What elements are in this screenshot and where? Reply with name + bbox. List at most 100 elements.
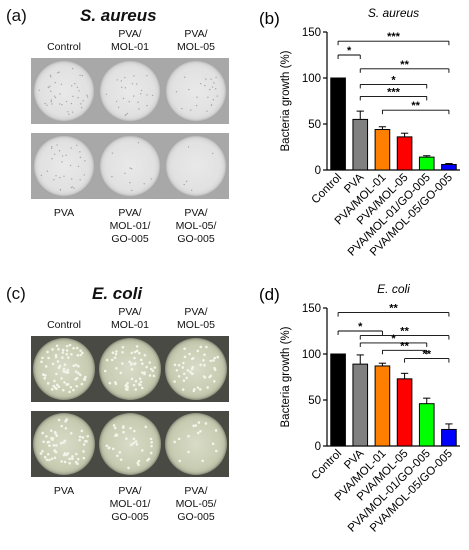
- colony: [80, 106, 83, 109]
- colony: [209, 88, 211, 91]
- colony: [213, 366, 216, 370]
- colony: [75, 376, 79, 380]
- colony: [49, 74, 52, 77]
- colony: [55, 372, 58, 376]
- colony: [103, 369, 107, 373]
- colony: [136, 83, 138, 85]
- colony: [149, 437, 153, 441]
- colony: [130, 351, 134, 355]
- colony: [149, 367, 153, 371]
- colony: [39, 452, 43, 455]
- colony: [115, 433, 118, 436]
- colony: [135, 345, 139, 348]
- colony: [148, 361, 152, 364]
- plate-image-mol05go: [163, 411, 229, 477]
- colony: [132, 437, 136, 441]
- colony: [210, 78, 212, 80]
- colony: [116, 454, 119, 458]
- colony: [139, 358, 143, 362]
- colony: [187, 450, 190, 454]
- colony: [78, 90, 80, 92]
- colony: [50, 457, 54, 461]
- colony: [53, 430, 57, 434]
- colony: [72, 364, 76, 368]
- colony: [53, 379, 56, 383]
- plate-label-mol05: PVA/ MOL-05: [177, 306, 215, 331]
- colony: [130, 362, 133, 365]
- colony: [214, 88, 217, 90]
- colony-dots: [173, 345, 220, 393]
- colony: [199, 345, 203, 349]
- colony: [203, 376, 207, 379]
- colony: [65, 352, 69, 356]
- colony: [55, 175, 57, 177]
- colony: [61, 161, 63, 163]
- panel-a-letter: (a): [6, 6, 27, 25]
- colony: [63, 175, 65, 177]
- colony: [71, 178, 73, 180]
- colony: [137, 459, 141, 463]
- colony: [50, 388, 54, 391]
- colony: [52, 444, 56, 447]
- colony: [53, 456, 57, 460]
- colony: [137, 463, 140, 466]
- colony: [188, 352, 191, 356]
- chart-d-sig-label-3: *: [391, 333, 396, 345]
- colony: [55, 434, 59, 438]
- colony: [65, 453, 68, 457]
- colony: [202, 359, 205, 362]
- colony: [207, 96, 209, 99]
- colony: [60, 83, 63, 86]
- colony: [191, 356, 195, 360]
- colony: [81, 436, 85, 439]
- colony: [58, 150, 61, 152]
- colony: [121, 426, 125, 429]
- plate-image-mol05: [163, 336, 229, 402]
- petri-dish: [33, 413, 95, 475]
- colony: [140, 89, 143, 92]
- colony-dots: [175, 76, 219, 112]
- colony: [133, 356, 136, 360]
- chart-b-bar-1: [352, 118, 369, 171]
- colony: [68, 457, 71, 461]
- colony: [134, 440, 138, 443]
- colony: [178, 459, 182, 463]
- panel-c-title: E. coli: [92, 284, 143, 303]
- petri-dish: [33, 60, 95, 122]
- colony: [111, 152, 114, 154]
- colony: [41, 431, 44, 435]
- colony: [105, 358, 109, 362]
- colony: [110, 358, 114, 362]
- plate-image-mol01: [97, 58, 163, 124]
- plate-label-mol01: PVA/ MOL-01: [111, 306, 149, 331]
- colony: [132, 95, 135, 97]
- colony: [196, 96, 198, 98]
- colony: [56, 144, 58, 146]
- colony: [72, 346, 75, 350]
- chart-d-bar-1: [352, 363, 369, 447]
- colony: [66, 356, 70, 359]
- colony: [68, 343, 72, 347]
- colony: [199, 363, 202, 367]
- colony: [111, 351, 115, 355]
- colony: [83, 378, 87, 381]
- colony: [131, 83, 134, 85]
- chart-d-sig-label-2: **: [400, 326, 409, 338]
- colony: [129, 426, 132, 430]
- colony: [150, 444, 153, 448]
- colony: [212, 152, 214, 155]
- colony: [116, 79, 119, 81]
- chart-d-bar-5: [441, 428, 457, 447]
- colony: [78, 438, 81, 442]
- chart-d-sig-label-1: *: [358, 321, 363, 333]
- colony: [79, 74, 81, 76]
- colony: [54, 353, 58, 357]
- colony: [46, 382, 50, 385]
- chart-d-sig-label-4: **: [400, 340, 409, 352]
- chart-d-y-tick-label: 0: [315, 441, 321, 453]
- colony: [146, 104, 148, 107]
- chart-b-sig-label-1: ***: [387, 31, 401, 43]
- colony: [138, 377, 142, 380]
- colony: [71, 85, 73, 87]
- colony: [46, 452, 50, 456]
